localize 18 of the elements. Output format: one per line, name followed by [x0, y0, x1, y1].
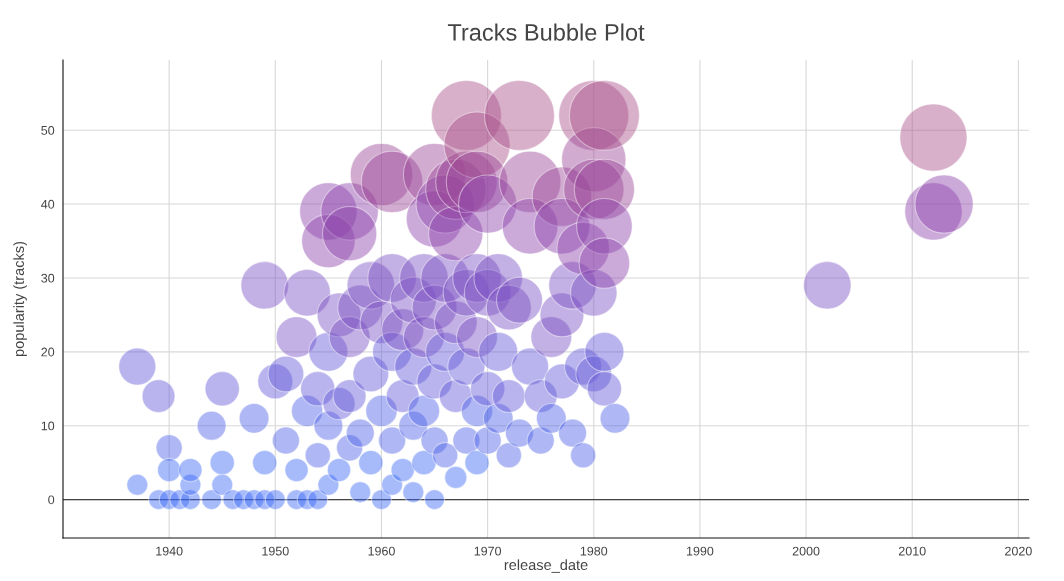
x-tick-label: 1950 [262, 546, 289, 556]
y-tick-label: 0 [48, 495, 55, 505]
x-axis-title: release_date [504, 559, 588, 573]
x-tick-label: 1990 [686, 546, 714, 556]
x-tick-label: 1940 [156, 546, 183, 556]
x-tick-label: 2010 [898, 546, 926, 556]
y-tick-label: 50 [41, 125, 55, 135]
y-tick-label: 30 [41, 273, 55, 283]
x-tick-label: 2020 [1005, 546, 1032, 556]
x-tick-label: 1980 [580, 546, 608, 556]
y-axis-title: popularity (tracks) [13, 241, 27, 356]
y-tick-label: 20 [41, 347, 55, 357]
chart-title: Tracks Bubble Plot [447, 23, 645, 41]
y-tick-label: 40 [41, 199, 55, 209]
x-tick-label: 1970 [474, 546, 502, 556]
y-tick-label: 10 [41, 421, 55, 431]
x-tick-label: 1960 [368, 546, 395, 556]
x-tick-label: 2000 [792, 546, 820, 556]
